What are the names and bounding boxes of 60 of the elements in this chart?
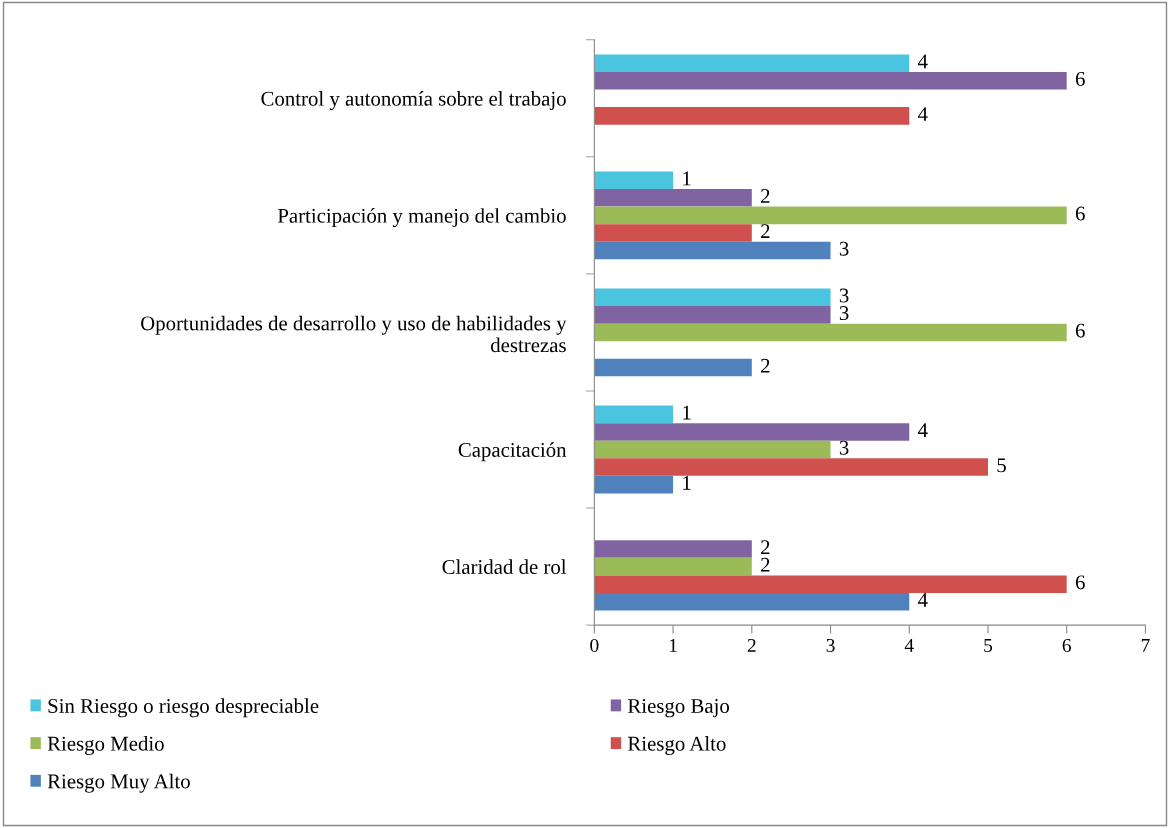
bar [594, 206, 1067, 225]
y-tick-label: Participación y manejo del cambio [277, 208, 566, 228]
x-tick-label: 5 [984, 639, 993, 653]
bar [594, 405, 674, 424]
bar [594, 540, 752, 558]
y-tick-label: Claridad de rol [442, 559, 567, 575]
legend-label: Riesgo Medio [47, 736, 164, 755]
data-label: 2 [761, 189, 770, 203]
data-label: 6 [1075, 206, 1085, 221]
data-label: 3 [839, 241, 849, 256]
data-label: 6 [1075, 323, 1085, 338]
data-label: 4 [918, 107, 928, 121]
bar [594, 107, 910, 125]
bar [594, 54, 910, 72]
bar [594, 224, 752, 242]
y-tick-label: Oportunidades de desarrollo y uso de habilidades y destrezas [141, 315, 567, 353]
x-tick-label: 1 [669, 638, 677, 652]
y-tick-label: Control y autonomía sobre el trabajo [261, 91, 566, 111]
data-label: 3 [839, 288, 849, 303]
data-label: 2 [761, 557, 770, 572]
legend-label: Sin Riesgo o riesgo despreciable [48, 698, 319, 718]
bar [594, 71, 1067, 90]
data-label: 3 [839, 440, 849, 455]
data-label: 4 [918, 54, 928, 69]
bar [594, 423, 910, 441]
data-label: 4 [918, 423, 928, 437]
bar [594, 288, 831, 307]
legend-label: Riesgo Alto [627, 736, 726, 755]
bar [594, 241, 831, 260]
bar [594, 592, 910, 611]
bar [594, 575, 1067, 593]
bar [594, 475, 674, 494]
data-label: 2 [761, 224, 770, 238]
data-label: 6 [1075, 575, 1085, 590]
bar [594, 557, 752, 576]
bar [594, 306, 831, 324]
x-tick-label: 6 [1062, 638, 1071, 653]
bar [594, 358, 752, 377]
bar [594, 458, 988, 476]
y-tick-label: Capacitación [458, 442, 567, 462]
data-label: 3 [839, 306, 849, 321]
legend-label: Riesgo Bajo [627, 699, 730, 718]
x-tick-label: 7 [1141, 639, 1150, 652]
bar [594, 323, 1067, 342]
data-label: 5 [997, 458, 1006, 473]
bar [594, 171, 674, 190]
bar [594, 440, 831, 459]
data-label: 2 [761, 540, 770, 555]
bar [594, 189, 752, 207]
data-label: 6 [1075, 71, 1085, 86]
x-tick-label: 0 [590, 638, 599, 653]
x-tick-label: 4 [904, 639, 914, 652]
data-label: 4 [918, 593, 928, 607]
data-label: 2 [761, 358, 770, 373]
x-tick-label: 3 [826, 638, 835, 653]
x-tick-label: 2 [747, 638, 756, 652]
data-label: 1 [683, 475, 691, 490]
legend-label: Riesgo Muy Alto [47, 773, 190, 793]
data-label: 1 [683, 405, 691, 420]
data-label: 1 [683, 171, 691, 186]
